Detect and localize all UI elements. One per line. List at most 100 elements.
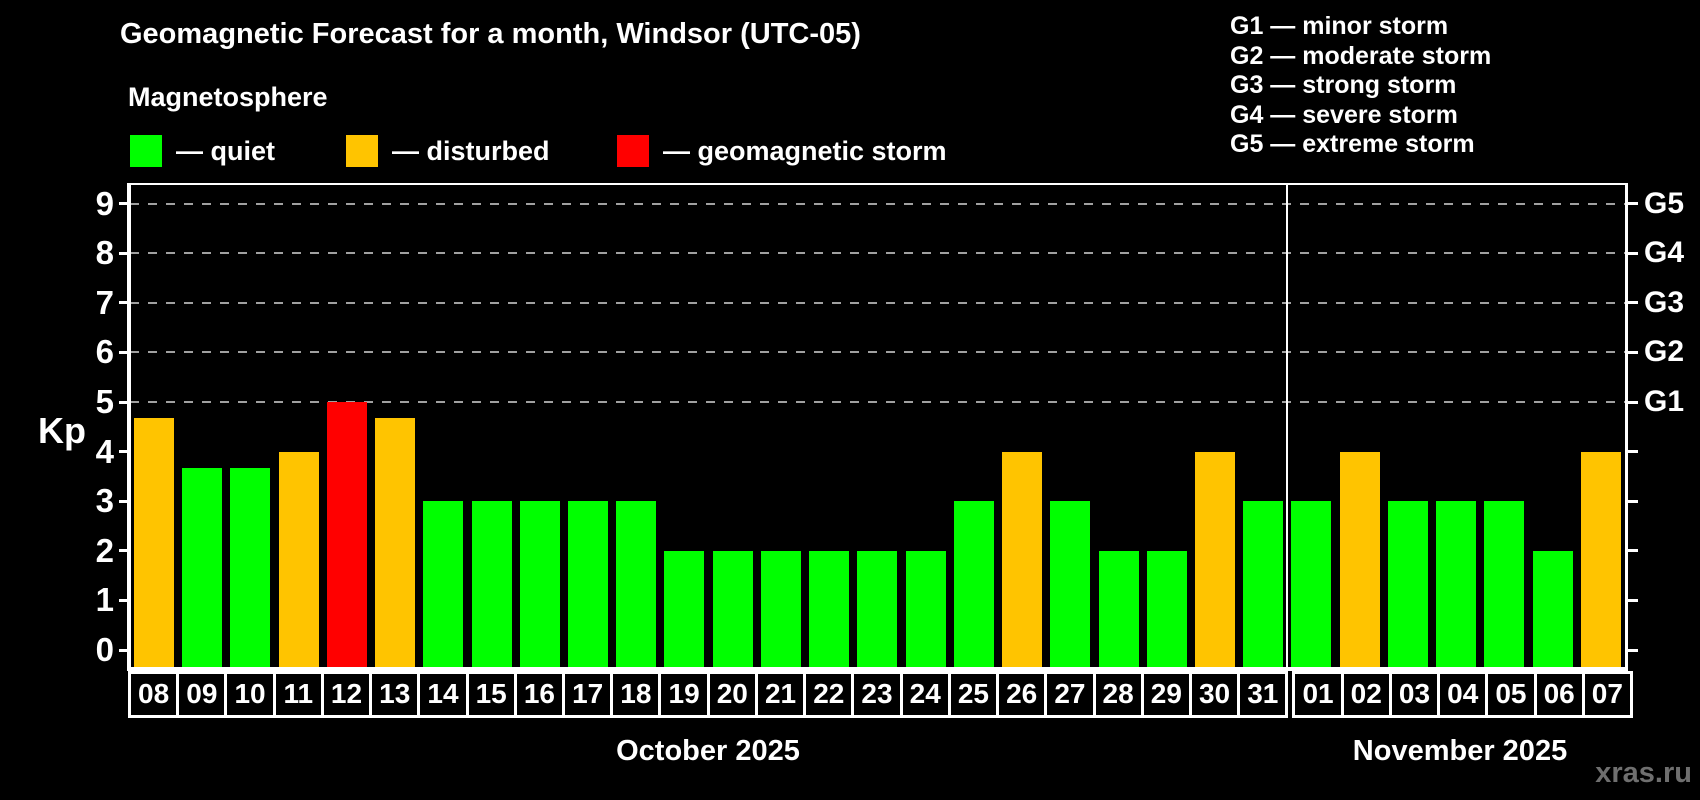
legend-swatch-disturbed <box>346 135 378 167</box>
month-separator-line <box>1286 185 1288 667</box>
g-scale-line-g5: G5 — extreme storm <box>1230 130 1475 158</box>
date-cell-nov-07: 07 <box>1581 671 1633 718</box>
y-tick-mark-left-0 <box>119 648 130 652</box>
y-tick-label-2: 2 <box>95 531 114 569</box>
date-cell-oct-15: 15 <box>465 671 517 718</box>
y-axis-title: Kp <box>38 410 86 451</box>
gridline-kp9 <box>130 202 1625 205</box>
right-axis-line <box>1625 183 1628 671</box>
kp-bar-oct-12 <box>326 402 367 667</box>
date-cell-oct-08: 08 <box>128 671 180 718</box>
date-cell-oct-14: 14 <box>417 671 469 718</box>
right-axis-label-g4: G4 <box>1644 236 1685 270</box>
y-tick-mark-left-6 <box>119 350 130 354</box>
date-cell-nov-05: 05 <box>1485 671 1537 718</box>
y-tick-label-1: 1 <box>95 581 114 619</box>
chart-title: Geomagnetic Forecast for a month, Windso… <box>120 18 861 50</box>
y-tick-mark-left-7 <box>119 301 130 305</box>
kp-bar-nov-07 <box>1580 451 1621 667</box>
legend-swatch-storm <box>617 135 649 167</box>
kp-bar-oct-15 <box>471 501 512 667</box>
month-label-november: November 2025 <box>1352 735 1568 767</box>
kp-bar-oct-31 <box>1243 501 1284 667</box>
y-tick-mark-right-2 <box>1627 549 1638 553</box>
date-cell-oct-17: 17 <box>562 671 614 718</box>
date-cell-oct-13: 13 <box>369 671 421 718</box>
date-cell-oct-30: 30 <box>1188 671 1241 718</box>
g-scale-line-g4: G4 — severe storm <box>1230 100 1458 129</box>
date-cell-oct-12: 12 <box>320 671 373 718</box>
y-tick-label-4: 4 <box>95 432 114 470</box>
gridline-kp6 <box>130 351 1625 354</box>
date-cell-oct-26: 26 <box>996 671 1048 718</box>
kp-bar-oct-17 <box>568 501 609 667</box>
gridline-kp5 <box>130 401 1625 403</box>
watermark: xras.ru <box>1595 757 1692 789</box>
y-tick-label-7: 7 <box>95 283 114 321</box>
y-tick-mark-left-3 <box>119 499 130 503</box>
date-cell-oct-24: 24 <box>899 671 951 718</box>
y-tick-mark-left-8 <box>119 251 130 255</box>
right-axis-label-g2: G2 <box>1644 335 1685 369</box>
right-axis-label-g1: G1 <box>1644 385 1685 418</box>
gridline-kp7 <box>130 301 1625 304</box>
date-cell-nov-02: 02 <box>1340 671 1392 718</box>
kp-bar-oct-29 <box>1146 550 1187 667</box>
date-cell-oct-28: 28 <box>1092 671 1144 718</box>
g-scale-legend: G1 — minor storm G2 — moderate storm G3 … <box>1230 12 1491 160</box>
date-cell-oct-09: 09 <box>176 671 228 718</box>
date-cell-nov-06: 06 <box>1533 671 1585 718</box>
y-tick-label-9: 9 <box>95 184 114 222</box>
kp-bar-oct-30 <box>1194 451 1235 667</box>
y-tick-mark-right-4 <box>1627 450 1638 454</box>
g-scale-line-g2: G2 — moderate storm <box>1230 41 1492 70</box>
kp-bar-nov-02 <box>1339 451 1380 667</box>
kp-bar-oct-14 <box>423 501 464 667</box>
kp-bar-oct-22 <box>809 550 850 667</box>
g-scale-line-g3: G3 — strong storm <box>1230 71 1457 99</box>
kp-bar-oct-09 <box>182 467 223 667</box>
y-tick-mark-left-5 <box>119 400 130 404</box>
kp-bar-nov-05 <box>1484 501 1525 667</box>
y-tick-mark-left-4 <box>119 450 130 454</box>
gridline-kp8 <box>130 252 1625 255</box>
month-label-october: October 2025 <box>616 735 800 767</box>
y-tick-mark-left-9 <box>119 202 130 206</box>
kp-bar-oct-11 <box>278 451 319 667</box>
date-cell-oct-25: 25 <box>947 671 1000 718</box>
kp-bar-nov-04 <box>1436 501 1477 667</box>
date-cell-oct-29: 29 <box>1140 671 1192 718</box>
legend-label-quiet: — quiet <box>176 136 275 166</box>
kp-bar-oct-19 <box>664 550 705 667</box>
y-tick-label-8: 8 <box>95 234 114 272</box>
kp-bar-oct-26 <box>1002 451 1043 667</box>
y-tick-label-0: 0 <box>95 631 114 668</box>
y-tick-mark-right-7 <box>1627 301 1638 305</box>
kp-bar-oct-13 <box>375 418 416 667</box>
date-cell-oct-19: 19 <box>658 671 710 718</box>
date-cell-oct-18: 18 <box>610 671 662 718</box>
date-cell-oct-10: 10 <box>224 671 276 718</box>
date-cell-oct-22: 22 <box>803 671 855 718</box>
date-cell-oct-20: 20 <box>706 671 758 718</box>
kp-bar-oct-21 <box>760 550 801 667</box>
kp-bar-oct-28 <box>1098 550 1139 667</box>
y-tick-mark-right-3 <box>1627 499 1638 503</box>
right-axis-label-g5: G5 <box>1644 186 1685 220</box>
y-tick-mark-right-1 <box>1627 598 1638 602</box>
kp-bar-nov-01 <box>1291 501 1332 667</box>
date-cell-oct-21: 21 <box>754 671 807 718</box>
chart-subtitle: Magnetosphere <box>128 82 328 112</box>
y-tick-mark-left-1 <box>119 598 130 602</box>
date-cell-oct-31: 31 <box>1237 671 1289 718</box>
right-axis-label-g3: G3 <box>1644 285 1685 319</box>
kp-bar-nov-06 <box>1532 550 1573 667</box>
plot-border-top <box>128 183 1628 185</box>
date-cell-nov-01: 01 <box>1292 671 1344 718</box>
y-tick-label-3: 3 <box>95 482 114 520</box>
legend-label-disturbed: — disturbed <box>392 136 550 166</box>
date-cell-oct-27: 27 <box>1044 671 1096 718</box>
y-tick-mark-right-5 <box>1627 400 1638 404</box>
kp-bar-nov-03 <box>1387 501 1428 667</box>
